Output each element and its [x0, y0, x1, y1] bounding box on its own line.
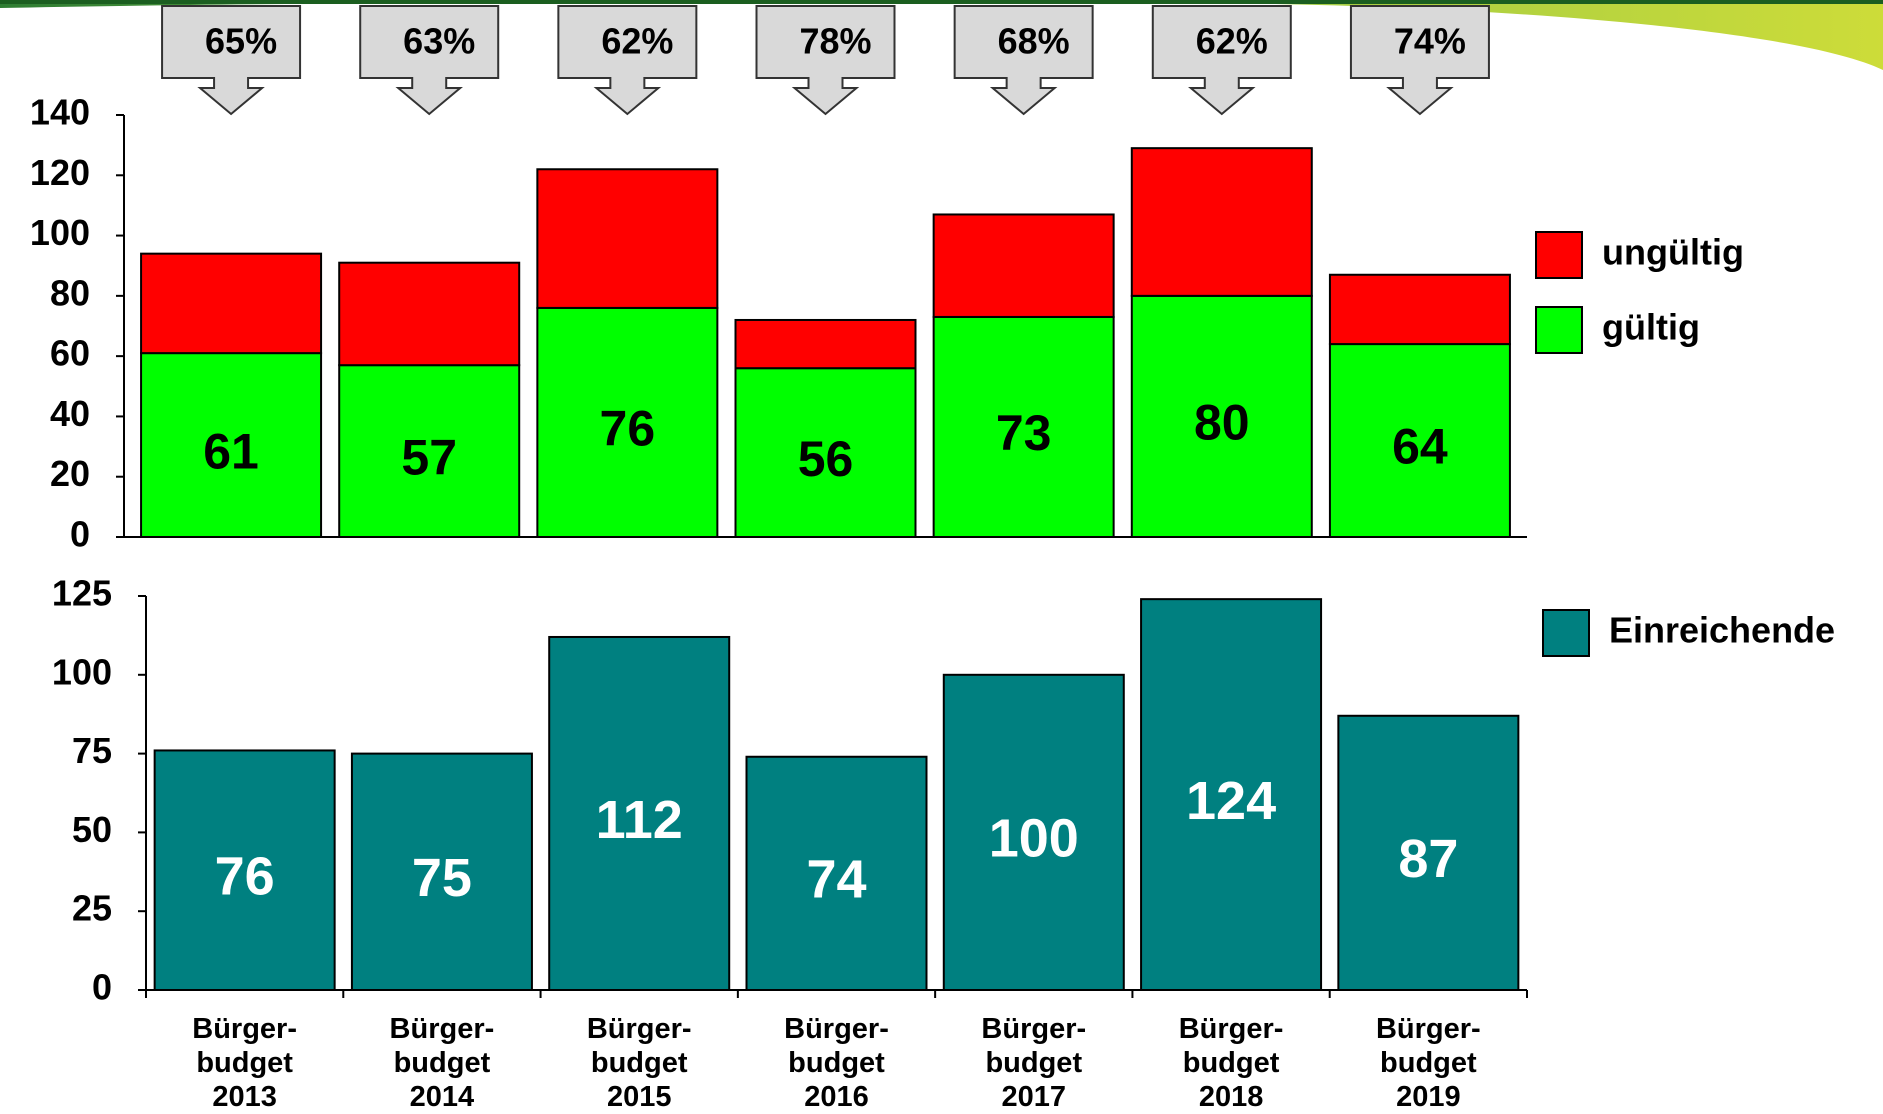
bar	[153, 749, 336, 991]
data-label: 124	[1186, 771, 1276, 831]
y-tick-label: 125	[52, 573, 112, 614]
legend-label: gültig	[1602, 307, 1700, 348]
y-tick-label: 75	[72, 730, 112, 771]
y-tick-label: 0	[92, 967, 112, 1008]
callout-label: 68%	[998, 21, 1070, 62]
y-tick-label: 80	[50, 272, 90, 313]
data-label: 61	[203, 423, 259, 479]
x-tick-label: Bürger-budget 2017	[981, 1013, 1086, 1113]
callout	[1151, 5, 1292, 116]
callout	[755, 5, 896, 116]
x-tick-label: Bürger-budget 2013	[192, 1013, 297, 1113]
data-label: 57	[401, 429, 457, 485]
bar-segment	[536, 168, 719, 309]
data-label: 73	[996, 405, 1052, 461]
bar-segment	[536, 306, 719, 538]
bar-segment	[140, 352, 323, 538]
bar	[745, 755, 928, 992]
y-tick-label: 60	[50, 333, 90, 374]
bar	[1140, 598, 1323, 991]
callout-label: 63%	[403, 21, 475, 62]
data-label: 87	[1398, 829, 1458, 889]
y-tick-label: 100	[52, 651, 112, 692]
bar-segment	[734, 367, 917, 539]
bar-segment	[932, 315, 1115, 539]
data-label: 56	[798, 431, 854, 487]
callout	[161, 5, 302, 116]
y-tick-label: 0	[70, 514, 90, 555]
x-tick-label: Bürger-budget 2015	[587, 1013, 692, 1113]
legend-swatch	[1535, 231, 1583, 279]
bar-segment	[1130, 147, 1313, 297]
y-tick-label: 120	[30, 152, 90, 193]
callout	[953, 5, 1094, 116]
data-label: 80	[1194, 395, 1250, 451]
x-tick-label: Bürger-budget 2018	[1179, 1013, 1284, 1113]
bar-segment	[932, 213, 1115, 318]
bar-segment	[338, 364, 521, 538]
bar-segment	[1130, 294, 1313, 538]
decor-swoosh	[0, 0, 1883, 70]
y-tick-label: 25	[72, 888, 112, 929]
callout-label: 62%	[1196, 21, 1268, 62]
callout-label: 62%	[601, 21, 673, 62]
callout-label: 65%	[205, 21, 277, 62]
data-label: 100	[989, 809, 1079, 869]
bar	[942, 673, 1125, 991]
y-tick-label: 100	[30, 212, 90, 253]
legend-label: Einreichende	[1609, 610, 1835, 651]
legend-label: ungültig	[1602, 232, 1744, 273]
bar	[350, 752, 533, 991]
callout	[1349, 5, 1490, 116]
bar	[548, 635, 731, 991]
callout-label: 78%	[799, 21, 871, 62]
bar	[1337, 714, 1520, 991]
bar-segment	[734, 318, 917, 370]
bar-segment	[338, 261, 521, 367]
y-tick-label: 50	[72, 809, 112, 850]
data-label: 74	[806, 850, 866, 910]
bar-segment	[140, 252, 323, 355]
data-label: 76	[600, 401, 656, 457]
bar-segment	[1328, 343, 1511, 539]
x-tick-label: Bürger-budget 2019	[1376, 1013, 1481, 1113]
data-label: 76	[215, 846, 275, 906]
legend-swatch	[1542, 609, 1590, 657]
y-tick-label: 20	[50, 453, 90, 494]
x-tick-label: Bürger-budget 2014	[390, 1013, 495, 1113]
decor-top	[0, 0, 1883, 4]
bar-segment	[1328, 273, 1511, 346]
legend-swatch	[1535, 306, 1583, 354]
data-label: 75	[412, 848, 472, 908]
x-tick-label: Bürger-budget 2016	[784, 1013, 889, 1113]
y-tick-label: 40	[50, 393, 90, 434]
callout-label: 74%	[1394, 21, 1466, 62]
data-label: 112	[596, 790, 683, 850]
callout	[359, 5, 500, 116]
y-tick-label: 140	[30, 92, 90, 133]
callout	[557, 5, 698, 116]
data-label: 64	[1392, 419, 1448, 475]
